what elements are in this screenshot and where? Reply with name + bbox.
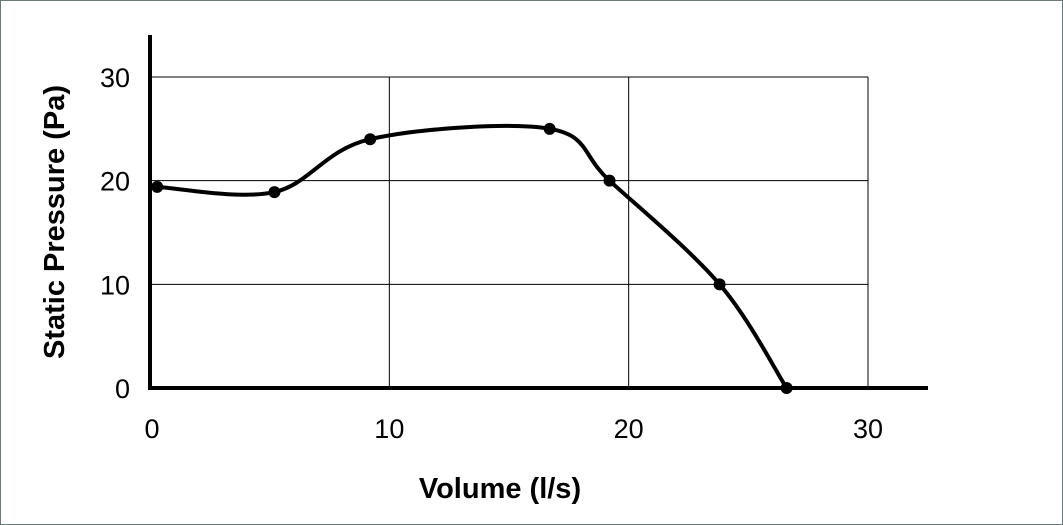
- data-point: [268, 186, 281, 199]
- grid: [150, 76, 869, 388]
- y-tick-label: 0: [115, 374, 130, 404]
- x-tick-label: 30: [853, 414, 883, 444]
- data-point: [713, 278, 726, 291]
- x-tick-label: 10: [374, 414, 404, 444]
- y-tick-label: 20: [100, 167, 130, 197]
- axes: [148, 35, 928, 390]
- y-tick-label: 30: [100, 63, 130, 93]
- x-tick-labels: 0 10 20 30: [144, 414, 883, 444]
- data-point: [603, 174, 616, 187]
- series-group: [151, 122, 793, 394]
- y-axis-title: Static Pressure (Pa): [39, 85, 71, 359]
- y-tick-labels: 0 10 20 30: [100, 63, 130, 404]
- x-tick-label: 20: [614, 414, 644, 444]
- data-point: [780, 382, 793, 394]
- y-tick-label: 10: [100, 270, 130, 300]
- x-tick-label: 0: [144, 414, 159, 444]
- data-point: [151, 180, 164, 193]
- data-point: [543, 122, 556, 135]
- x-axis-title: Volume (l/s): [419, 473, 581, 505]
- series-line: [155, 124, 789, 390]
- data-point: [364, 133, 377, 146]
